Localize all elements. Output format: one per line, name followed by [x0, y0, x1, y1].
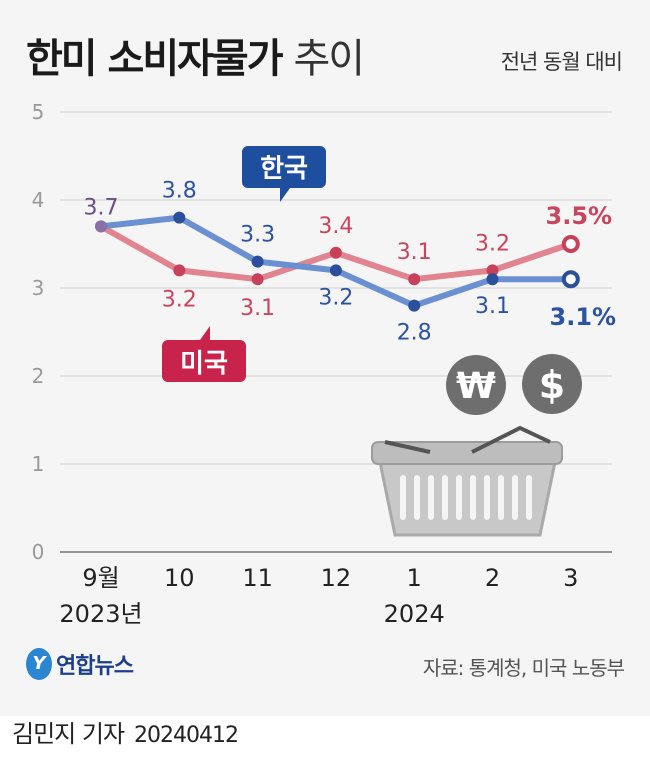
data-label: 3.3: [240, 223, 275, 248]
x-tick-label: 2: [485, 564, 500, 592]
x-tick-label: 11: [242, 564, 273, 592]
y-tick-label: 3: [32, 276, 45, 300]
x-tick-label: 12: [321, 564, 352, 592]
data-point: [95, 220, 107, 233]
basket-slot: [498, 475, 504, 520]
basket-slot: [526, 475, 532, 520]
won-coin-icon: [446, 355, 506, 415]
data-point: [329, 246, 342, 259]
x-tick-label: 1: [407, 564, 422, 592]
year-label: 2024: [384, 600, 445, 628]
logo-mark-icon: Y: [26, 648, 52, 680]
data-label: 2.8: [397, 321, 432, 346]
date: 20240412: [134, 723, 239, 748]
source: 자료: 통계청, 미국 노동부: [422, 656, 625, 680]
data-point: [251, 255, 264, 268]
subtitle: 전년 동월 대비: [500, 50, 623, 74]
x-tick-label: 3: [563, 564, 578, 592]
data-point-last: [561, 270, 580, 289]
data-label: 3.7: [84, 195, 119, 220]
data-point: [486, 264, 499, 277]
y-tick-label: 5: [32, 100, 45, 124]
data-point-last: [561, 235, 580, 253]
data-label: 3.2: [162, 287, 197, 312]
data-label: 3.5%: [546, 202, 613, 230]
won-glyph: ₩: [456, 366, 496, 407]
legend-label-us: 미국: [180, 349, 228, 379]
dollar-coin-icon: [522, 354, 582, 414]
x-tick-label: 10: [164, 564, 195, 592]
data-point: [329, 264, 342, 277]
title-light: 추이: [293, 36, 365, 82]
data-point: [486, 273, 499, 286]
basket-slot: [428, 475, 434, 520]
y-tick-label: 1: [32, 452, 45, 476]
data-label: 3.1%: [550, 303, 617, 331]
data-label: 3.1: [240, 296, 275, 321]
year-label: 2023년: [59, 600, 142, 628]
author: 김민지 기자: [12, 720, 125, 748]
data-label: 3.8: [162, 179, 197, 204]
yonhap-logo: Y 연합뉴스: [26, 648, 134, 680]
legend-label-korea: 한국: [260, 154, 308, 184]
basket-slot: [470, 475, 476, 520]
basket-rim: [371, 441, 563, 465]
data-label: 3.1: [397, 240, 432, 265]
basket-slot: [512, 475, 518, 520]
data-point: [173, 264, 186, 277]
byline: 김민지 기자 20240412: [12, 714, 239, 749]
basket-slot: [400, 475, 406, 520]
y-tick-label: 0: [32, 540, 45, 564]
basket-handle: [384, 425, 551, 454]
basket-slot: [442, 475, 448, 520]
y-tick-label: 2: [32, 364, 45, 388]
legend-tag-korea: [242, 146, 326, 202]
logo-text: 연합뉴스: [56, 654, 134, 679]
data-label: 3.1: [475, 294, 510, 319]
x-tick-label: 9월: [82, 564, 119, 592]
title-bold: 한미 소비자물가: [26, 36, 284, 82]
basket-slot: [414, 475, 420, 520]
y-tick-label: 4: [32, 188, 45, 212]
data-label: 3.2: [475, 231, 510, 256]
infographic: 한미 소비자물가 추이 전년 동월 대비 0 1 2 3 4 5 9월 10 11 12 1 2 3 20…: [26, 26, 626, 680]
dollar-glyph: $: [539, 363, 565, 407]
data-point: [408, 299, 421, 312]
data-point: [251, 273, 264, 286]
data-label: 3.4: [318, 214, 353, 239]
basket-slot: [484, 475, 490, 520]
data-point: [173, 211, 186, 224]
basket-slot: [456, 475, 462, 520]
data-point: [408, 273, 421, 286]
page-title: 한미 소비자물가 추이: [26, 26, 365, 84]
legend-tag-us: [162, 326, 246, 382]
data-label: 3.2: [318, 285, 353, 310]
